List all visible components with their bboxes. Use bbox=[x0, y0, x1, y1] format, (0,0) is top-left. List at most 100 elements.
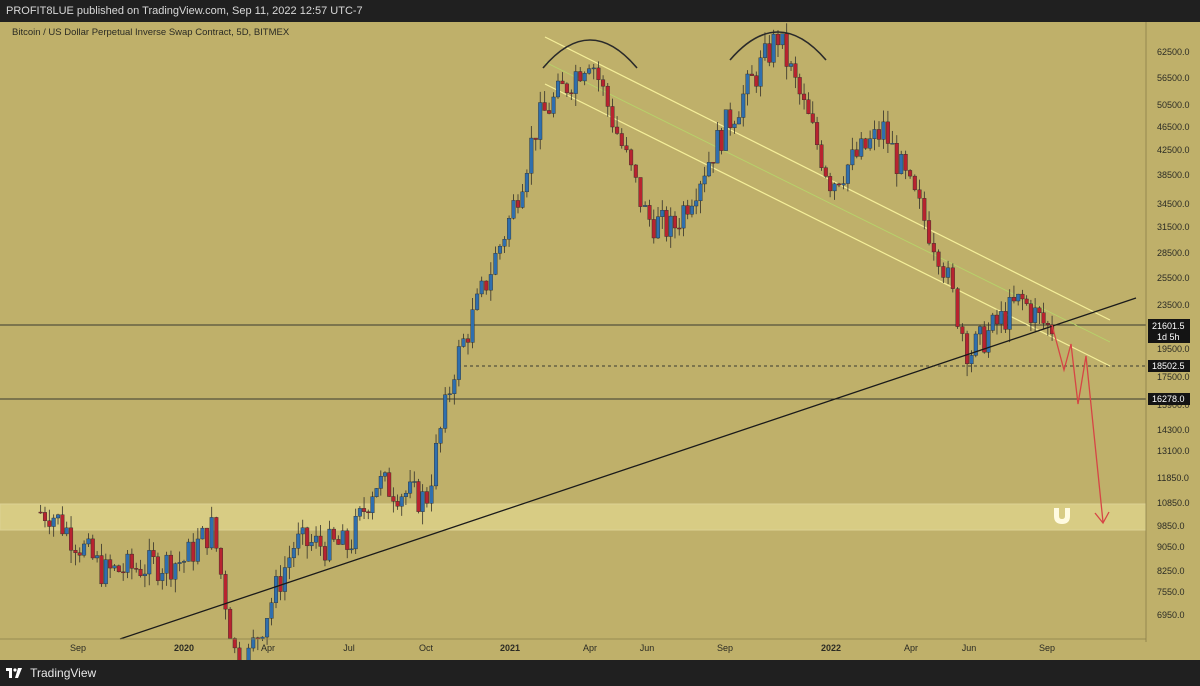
candle-bearish bbox=[624, 145, 629, 151]
price-tick-label: 34500.0 bbox=[1157, 199, 1190, 209]
candle-bullish bbox=[745, 73, 750, 95]
candle-bearish bbox=[391, 496, 396, 502]
candle-bearish bbox=[218, 547, 223, 575]
candle-bearish bbox=[1011, 297, 1016, 302]
candle-bullish bbox=[51, 517, 56, 527]
candle-bearish bbox=[815, 122, 820, 145]
time-tick-label: Oct bbox=[419, 643, 434, 653]
candle-bullish bbox=[762, 43, 767, 58]
candle-bullish bbox=[591, 67, 596, 70]
candle-bullish bbox=[314, 535, 319, 543]
candle-bearish bbox=[134, 568, 139, 570]
candle-bullish bbox=[349, 548, 354, 551]
candle-bearish bbox=[99, 555, 104, 585]
candle-bearish bbox=[214, 517, 219, 549]
candle-bearish bbox=[903, 154, 908, 171]
candle-bearish bbox=[784, 33, 789, 67]
candle-bullish bbox=[408, 481, 413, 494]
price-tick-label: 8250.0 bbox=[1157, 566, 1185, 576]
candle-bearish bbox=[960, 326, 965, 334]
candle-bullish bbox=[771, 33, 776, 63]
candle-bullish bbox=[195, 538, 200, 562]
candle-bullish bbox=[353, 516, 358, 550]
candle-bearish bbox=[823, 167, 828, 177]
candle-bearish bbox=[1028, 303, 1033, 323]
candle-bullish bbox=[147, 550, 152, 575]
candle-bearish bbox=[278, 576, 283, 592]
candle-bullish bbox=[103, 559, 108, 585]
price-tag-16278: 16278.0 bbox=[1148, 393, 1190, 405]
candle-bearish bbox=[719, 130, 724, 151]
head-arc-right bbox=[729, 31, 827, 61]
price-tick-label: 46500.0 bbox=[1157, 122, 1190, 132]
candle-bullish bbox=[370, 496, 375, 514]
publish-header: PROFIT8LUE published on TradingView.com,… bbox=[0, 0, 1200, 22]
candle-bullish bbox=[986, 330, 991, 353]
candle-bearish bbox=[151, 550, 156, 557]
candle-bearish bbox=[927, 220, 932, 244]
candle-bearish bbox=[610, 106, 615, 128]
magnet-icon[interactable] bbox=[1054, 508, 1070, 524]
candle-bearish bbox=[754, 75, 759, 87]
channel-upper-line bbox=[544, 36, 1111, 321]
price-chart-svg[interactable]: 62500.0 56500.0 50500.0 46500.0 42500.0 38500… bbox=[0, 22, 1200, 660]
candle-bearish bbox=[547, 110, 552, 114]
candle-bullish bbox=[56, 514, 61, 519]
candle-bearish bbox=[1024, 298, 1029, 304]
price-tag-16278-value: 16278.0 bbox=[1152, 394, 1185, 404]
candle-bullish bbox=[872, 129, 877, 139]
candle-bullish bbox=[300, 527, 305, 535]
candle-bullish bbox=[95, 555, 100, 559]
candle-bearish bbox=[228, 608, 233, 639]
candle-bearish bbox=[336, 539, 341, 545]
footer-brand: TradingView bbox=[30, 666, 97, 680]
price-tick-label: 62500.0 bbox=[1157, 47, 1190, 57]
candle-bullish bbox=[524, 173, 529, 193]
price-tick-label: 50500.0 bbox=[1157, 100, 1190, 110]
price-tick-label: 42500.0 bbox=[1157, 145, 1190, 155]
chart-area[interactable]: 62500.0 56500.0 50500.0 46500.0 42500.0 38500… bbox=[0, 22, 1200, 660]
candle-bullish bbox=[706, 162, 711, 177]
candle-bullish bbox=[702, 175, 707, 185]
candle-bearish bbox=[516, 200, 521, 208]
candle-bullish bbox=[434, 443, 439, 487]
candle-bearish bbox=[168, 554, 173, 580]
candle-bullish bbox=[340, 530, 345, 545]
candle-bullish bbox=[357, 508, 362, 517]
candle-bearish bbox=[885, 121, 890, 144]
candle-bullish bbox=[274, 576, 279, 603]
candle-bearish bbox=[955, 288, 960, 327]
candle-bearish bbox=[802, 93, 807, 100]
candle-bearish bbox=[116, 565, 121, 573]
candle-bullish bbox=[668, 215, 673, 237]
candle-bearish bbox=[711, 162, 716, 164]
candle-bearish bbox=[305, 527, 310, 547]
candle-bullish bbox=[732, 123, 737, 128]
candle-bullish bbox=[287, 557, 292, 568]
candle-bullish bbox=[689, 205, 694, 215]
candle-bullish bbox=[736, 117, 741, 125]
candle-bearish bbox=[1041, 312, 1046, 324]
candle-bearish bbox=[806, 99, 811, 114]
candle-bearish bbox=[647, 205, 652, 220]
candle-bullish bbox=[832, 183, 837, 192]
head-arc-left bbox=[542, 39, 638, 69]
time-axis[interactable]: Sep 2020 Apr Jul Oct 2021 Apr Jun Sep 2022 Apr Jun S… bbox=[0, 638, 1146, 653]
candle-bearish bbox=[793, 63, 798, 78]
candle-bullish bbox=[551, 96, 556, 114]
candle-bullish bbox=[758, 57, 763, 87]
candle-bearish bbox=[950, 267, 955, 289]
candle-bullish bbox=[1016, 293, 1021, 302]
candle-bearish bbox=[854, 149, 859, 157]
candle-bullish bbox=[850, 149, 855, 166]
candle-bullish bbox=[698, 183, 703, 202]
candle-bullish bbox=[643, 205, 648, 207]
candle-bullish bbox=[502, 239, 507, 247]
candle-bullish bbox=[470, 309, 475, 343]
footer-bar: TradingView bbox=[0, 660, 1200, 686]
candle-bearish bbox=[366, 511, 371, 514]
candle-bearish bbox=[837, 183, 842, 186]
candle-bullish bbox=[859, 138, 864, 157]
candle-bearish bbox=[223, 574, 228, 610]
candle-bearish bbox=[633, 164, 638, 178]
